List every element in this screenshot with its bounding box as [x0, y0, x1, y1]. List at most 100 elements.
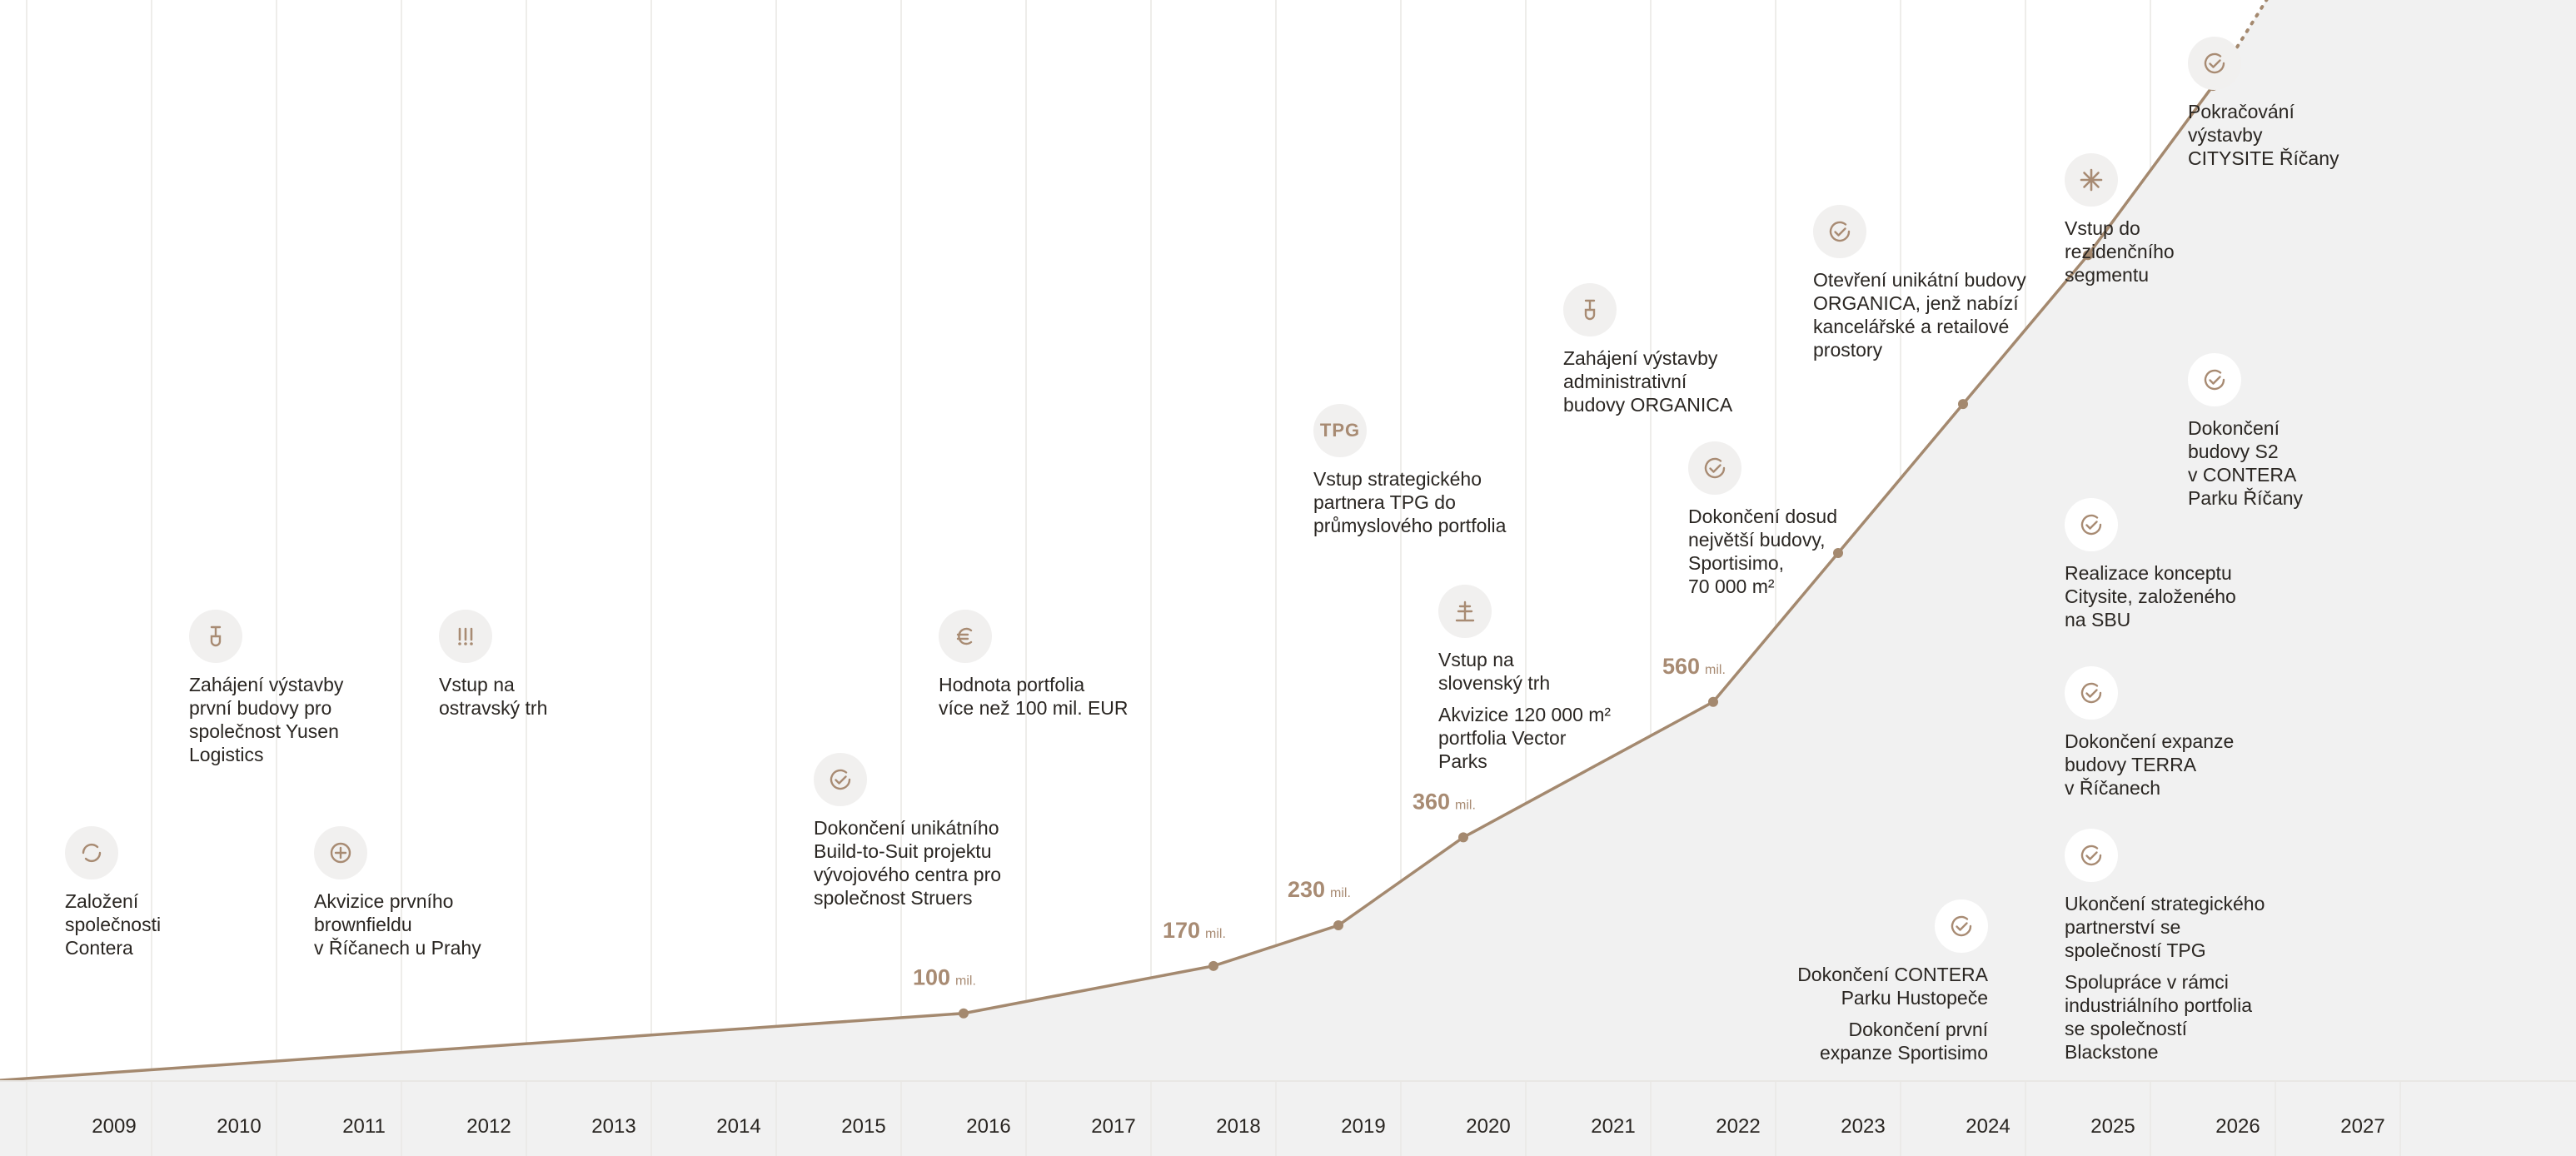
event-text: Ukončení strategického partnerství se sp…: [2065, 893, 2265, 961]
shovel-icon: [189, 610, 242, 663]
event-text: Dokončení expanze budovy TERRA v Říčanec…: [2065, 730, 2235, 799]
year-tick-label: 2022: [1716, 1115, 1760, 1138]
year-tick-label: 2013: [591, 1115, 635, 1138]
check-circle-icon: [2188, 37, 2241, 90]
event-text: Pokračování výstavby CITYSITE Říčany: [2188, 101, 2339, 169]
event-organica-construction: Zahájení výstavby administrativní budovy…: [1563, 283, 1813, 416]
data-point: [959, 1008, 969, 1019]
event-text: Vstup na ostravský trh: [439, 674, 548, 719]
event-text: Vstup na slovenský trh: [1438, 649, 1551, 694]
event-sportisimo-completion: Dokončení dosud největší budovy, Sportis…: [1688, 441, 1938, 598]
check-circle-icon: [1935, 899, 1988, 953]
cross-icon: [1438, 585, 1492, 638]
year-tick-label: 2018: [1216, 1115, 1260, 1138]
event-ostrava-entry: Vstup na ostravský trh: [439, 610, 689, 720]
event-citysite-concept: Realizace konceptu Citysite, založeného …: [2065, 498, 2314, 631]
value-label: 360: [1413, 789, 1450, 814]
check-circle-icon: [2065, 498, 2118, 551]
value-unit: mil.: [1330, 886, 1351, 900]
value-unit: mil.: [955, 974, 976, 989]
growth-line: [0, 85, 2215, 1082]
projection-line: [2211, 0, 2269, 88]
year-tick-label: 2027: [2340, 1115, 2384, 1138]
year-tick-label: 2011: [342, 1115, 386, 1138]
event-tpg-partner: TPG Vstup strategického partnera TPG do …: [1313, 404, 1563, 537]
data-point: [1833, 547, 1843, 558]
data-point: [1333, 920, 1343, 931]
value-label: 560: [1662, 654, 1700, 679]
year-tick-label: 2016: [966, 1115, 1010, 1138]
year-tick-label: 2021: [1591, 1115, 1635, 1138]
data-point: [1708, 696, 1718, 707]
year-tick-label: 2024: [1966, 1115, 2010, 1138]
event-founding: Založení společnosti Contera: [65, 826, 315, 959]
year-tick-label: 2026: [2215, 1115, 2260, 1138]
asterisk-icon: [2065, 153, 2118, 207]
year-tick-label: 2020: [1466, 1115, 1510, 1138]
check-circle-icon: [2065, 666, 2118, 720]
year-tick-label: 2009: [92, 1115, 136, 1138]
event-portfolio-value: Hodnota portfolia více než 100 mil. EUR: [939, 610, 1188, 720]
circle-arrows-icon: [65, 826, 118, 879]
event-text: Akvizice prvního brownfieldu v Říčanech …: [314, 890, 481, 959]
exclamation-icon: [439, 610, 492, 663]
data-point: [1208, 960, 1218, 971]
event-text: Dokončení budovy S2 v CONTERA Parku Říča…: [2188, 417, 2304, 509]
plus-circle-icon: [314, 826, 367, 879]
event-text: Založení společnosti Contera: [65, 890, 162, 959]
data-point: [2083, 250, 2093, 261]
value-label: 170: [1163, 918, 1200, 943]
event-struers-completion: Dokončení unikátního Build-to-Suit proje…: [814, 753, 1064, 909]
event-tpg-blackstone: Ukončení strategického partnerství se sp…: [2065, 829, 2314, 1064]
event-hustopece-completion: Dokončení CONTERA Parku Hustopeče Dokonč…: [1738, 899, 1988, 1064]
tpg-icon-label: TPG: [1319, 420, 1361, 441]
event-text: Vstup do rezidenčního segmentu: [2065, 217, 2175, 286]
event-yusen-construction: Zahájení výstavby první budovy pro spole…: [189, 610, 439, 766]
event-text: Zahájení výstavby první budovy pro spole…: [189, 674, 344, 765]
event-s2-completion: Dokončení budovy S2 v CONTERA Parku Říča…: [2188, 353, 2438, 510]
event-text: Zahájení výstavby administrativní budovy…: [1563, 347, 1733, 416]
event-text: Otevření unikátní budovy ORGANICA, jenž …: [1813, 269, 2026, 361]
value-unit: mil.: [1205, 927, 1226, 941]
euro-icon: [939, 610, 992, 663]
data-point: [1958, 399, 1968, 410]
event-text: Spolupráce v rámci industriálního portfo…: [2065, 971, 2253, 1063]
check-circle-icon: [2188, 353, 2241, 406]
event-text: Dokončení dosud největší budovy, Sportis…: [1688, 506, 1838, 597]
event-residential-entry: Vstup do rezidenčního segmentu: [2065, 153, 2314, 287]
year-tick-label: 2023: [1841, 1115, 1885, 1138]
event-brownfield-acquisition: Akvizice prvního brownfieldu v Říčanech …: [314, 826, 564, 959]
data-points: [959, 81, 2218, 1019]
check-circle-icon: [814, 753, 867, 806]
check-circle-icon: [1688, 441, 1741, 495]
event-text: Hodnota portfolia více než 100 mil. EUR: [939, 674, 1129, 719]
value-unit: mil.: [1705, 663, 1726, 677]
check-circle-icon: [2065, 829, 2118, 882]
event-organica-opening: Otevření unikátní budovy ORGANICA, jenž …: [1813, 205, 2063, 361]
data-point: [1458, 832, 1468, 843]
year-tick-label: 2019: [1341, 1115, 1385, 1138]
shovel-icon: [1563, 283, 1617, 336]
year-tick-label: 2014: [716, 1115, 760, 1138]
value-label: 100: [913, 965, 950, 990]
year-tick-label: 2012: [466, 1115, 511, 1138]
event-text: Dokončení první expanze Sportisimo: [1820, 1019, 1988, 1064]
axis-band: [0, 1081, 2576, 1156]
event-text: Dokončení CONTERA Parku Hustopeče: [1797, 964, 1988, 1009]
x-axis: 2009 2010 2011 2012 2013 2014 2015 2016 2017 2018…: [0, 1080, 2576, 1156]
event-text: Akvizice 120 000 m² portfolia Vector Par…: [1438, 704, 1612, 772]
tpg-icon: TPG: [1313, 404, 1367, 457]
value-labels: 100 mil. 170 mil. 230 mil. 360 mil. 560 mil.: [913, 654, 1726, 990]
event-terra-expansion: Dokončení expanze budovy TERRA v Říčanec…: [2065, 666, 2314, 800]
event-slovak-entry: Vstup na slovenský trh Akvizice 120 000 …: [1438, 585, 1688, 773]
check-circle-icon: [1813, 205, 1866, 258]
event-text: Realizace konceptu Citysite, založeného …: [2065, 562, 2236, 630]
year-tick-label: 2017: [1091, 1115, 1135, 1138]
event-citysite-continuation: Pokračování výstavby CITYSITE Říčany: [2188, 37, 2438, 170]
event-text: Dokončení unikátního Build-to-Suit proje…: [814, 817, 1002, 909]
event-text: Vstup strategického partnera TPG do prům…: [1313, 468, 1507, 536]
year-tick-label: 2010: [217, 1115, 261, 1138]
year-tick-label: 2015: [841, 1115, 885, 1138]
